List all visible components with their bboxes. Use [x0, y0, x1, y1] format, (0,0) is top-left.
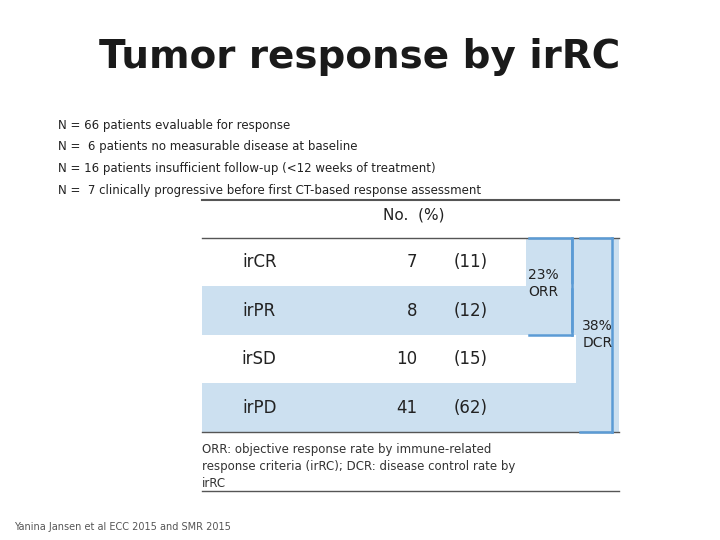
Text: irPD: irPD	[242, 399, 276, 417]
Text: 41: 41	[397, 399, 418, 417]
Text: N = 16 patients insufficient follow-up (<12 weeks of treatment): N = 16 patients insufficient follow-up (…	[58, 162, 435, 175]
Text: Yanina Jansen et al ECC 2015 and SMR 2015: Yanina Jansen et al ECC 2015 and SMR 201…	[14, 522, 231, 532]
Text: irSD: irSD	[242, 350, 276, 368]
Text: 7: 7	[407, 253, 418, 271]
Text: 23%
ORR: 23% ORR	[528, 268, 559, 299]
Text: irCR: irCR	[242, 253, 276, 271]
FancyBboxPatch shape	[576, 238, 619, 432]
Text: No.  (%): No. (%)	[383, 208, 445, 223]
Text: (62): (62)	[454, 399, 487, 417]
Text: irPR: irPR	[243, 301, 276, 320]
Text: (12): (12)	[454, 301, 487, 320]
Text: (11): (11)	[454, 253, 487, 271]
Text: Tumor response by irRC: Tumor response by irRC	[99, 38, 621, 76]
FancyBboxPatch shape	[526, 238, 576, 335]
Text: ORR: objective response rate by immune-related
response criteria (irRC); DCR: di: ORR: objective response rate by immune-r…	[202, 443, 515, 490]
Text: 10: 10	[397, 350, 418, 368]
Text: N =  6 patients no measurable disease at baseline: N = 6 patients no measurable disease at …	[58, 140, 357, 153]
FancyBboxPatch shape	[202, 286, 619, 335]
Text: N =  7 clinically progressive before first CT-based response assessment: N = 7 clinically progressive before firs…	[58, 184, 481, 197]
Text: N = 66 patients evaluable for response: N = 66 patients evaluable for response	[58, 119, 290, 132]
Text: (15): (15)	[454, 350, 487, 368]
Text: 8: 8	[407, 301, 418, 320]
Text: 38%
DCR: 38% DCR	[582, 319, 613, 350]
FancyBboxPatch shape	[202, 383, 619, 432]
